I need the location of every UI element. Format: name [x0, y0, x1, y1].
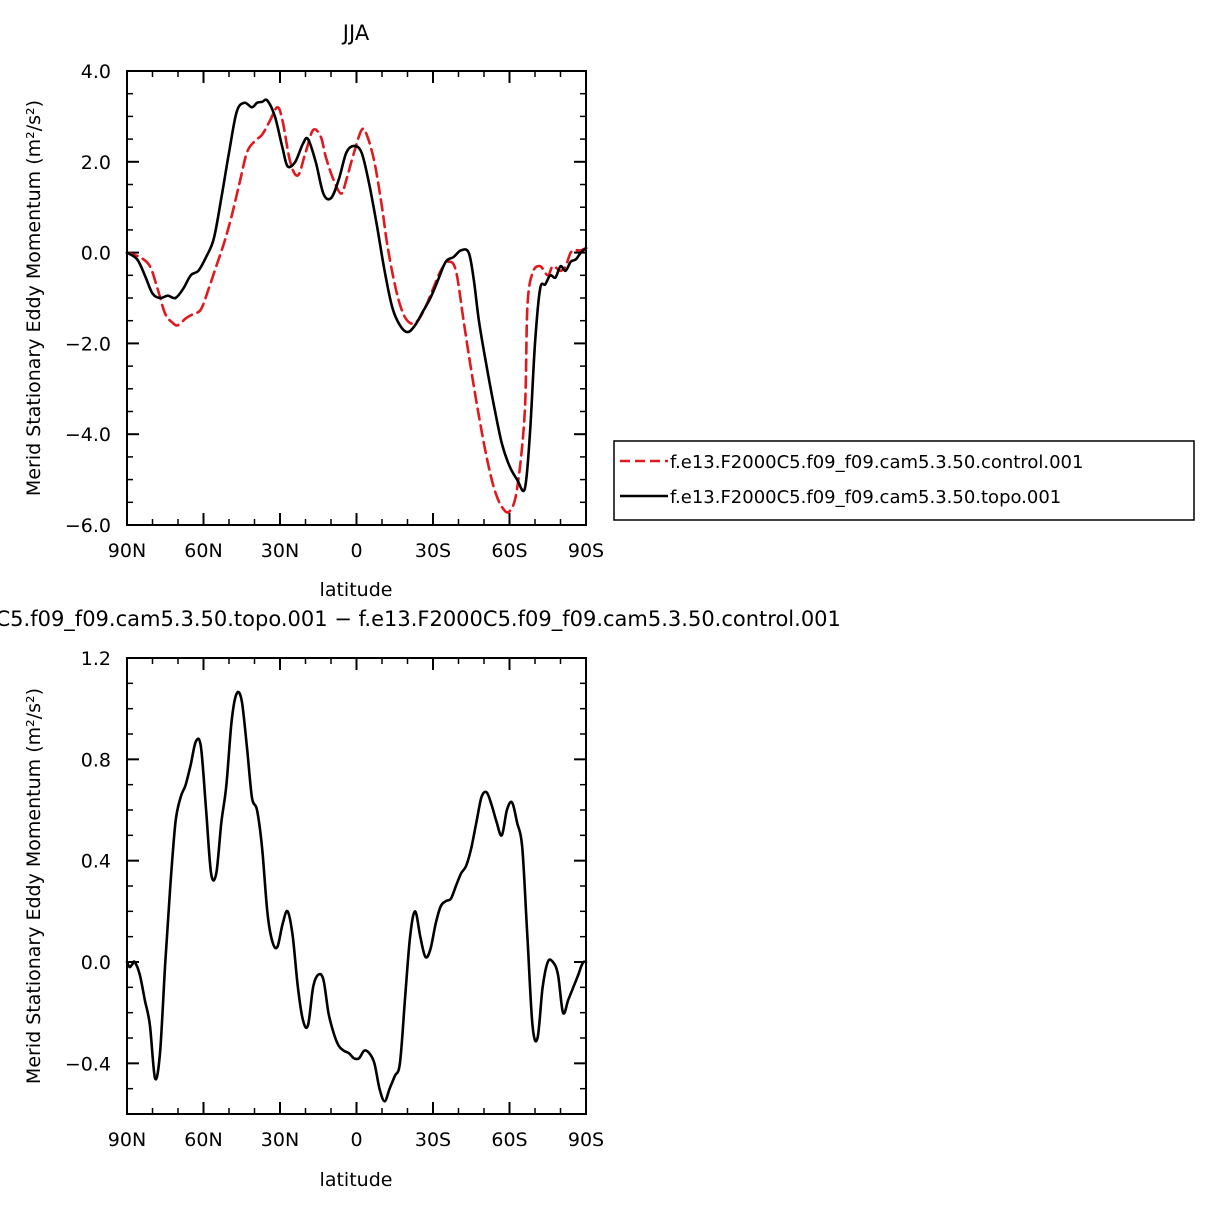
series-line-topo [125, 690, 588, 1103]
x-tick-label: 90S [568, 1129, 604, 1151]
x-tick-label: 30S [415, 1129, 451, 1151]
x-tick-label: 30N [261, 1129, 299, 1151]
legend-label-topo: f.e13.F2000C5.f09_f09.cam5.3.50.topo.001 [670, 487, 1061, 508]
bottom-title: f.e13.F2000C5.f09_f09.cam5.3.50.topo.001… [0, 607, 841, 632]
x-tick-label: 90N [108, 540, 146, 562]
y-tick-label: −2.0 [65, 333, 111, 355]
top-panel: JJA 90N 60N 30N 0 30S 60S 90S −6.0 −4.0 −2.0 0.0 2… [23, 21, 604, 601]
top-y-tick-labels: −6.0 −4.0 −2.0 0.0 2.0 4.0 [65, 61, 111, 537]
top-series-lines [125, 98, 588, 514]
bottom-plot-frame [126, 657, 587, 1115]
bottom-series-lines [125, 690, 588, 1103]
x-tick-label: 90N [108, 1129, 146, 1151]
x-tick-label: 60S [491, 1129, 527, 1151]
y-tick-label: 2.0 [81, 152, 111, 174]
y-tick-label: 0.4 [81, 851, 111, 873]
top-x-axis-label: latitude [320, 579, 393, 601]
y-tick-label: 0.0 [81, 952, 111, 974]
y-tick-label: 0.8 [81, 749, 111, 771]
top-plot-frame [126, 70, 587, 526]
x-tick-label: 60N [184, 540, 222, 562]
top-x-tick-labels: 90N 60N 30N 0 30S 60S 90S [108, 540, 604, 562]
bottom-y-axis-label: Merid Stationary Eddy Momentum (m²/s²) [23, 688, 45, 1084]
y-tick-label: −6.0 [65, 515, 111, 537]
top-y-axis-label: Merid Stationary Eddy Momentum (m²/s²) [23, 100, 45, 496]
x-tick-label: 0 [350, 540, 362, 562]
x-tick-label: 30N [261, 540, 299, 562]
bottom-x-axis-label: latitude [320, 1169, 393, 1191]
bottom-panel: f.e13.F2000C5.f09_f09.cam5.3.50.topo.001… [0, 607, 841, 1191]
x-tick-label: 0 [350, 1129, 362, 1151]
legend-label-control: f.e13.F2000C5.f09_f09.cam5.3.50.control.… [670, 452, 1083, 473]
legend-box [613, 440, 1195, 521]
series-line-control [125, 106, 588, 514]
y-tick-label: 4.0 [81, 61, 111, 83]
series-line-topo [125, 98, 588, 493]
y-tick-label: −4.0 [65, 424, 111, 446]
x-tick-label: 90S [568, 540, 604, 562]
y-tick-label: 0.0 [81, 243, 111, 265]
x-tick-label: 60N [184, 1129, 222, 1151]
x-tick-label: 60S [491, 540, 527, 562]
x-tick-label: 30S [415, 540, 451, 562]
y-tick-label: −0.4 [65, 1053, 111, 1075]
bottom-x-tick-labels: 90N 60N 30N 0 30S 60S 90S [108, 1129, 604, 1151]
bottom-y-tick-labels: −0.4 0.0 0.4 0.8 1.2 [65, 648, 111, 1075]
top-title: JJA [341, 21, 370, 45]
y-tick-label: 1.2 [81, 648, 111, 670]
legend: f.e13.F2000C5.f09_f09.cam5.3.50.control.… [613, 440, 1195, 521]
